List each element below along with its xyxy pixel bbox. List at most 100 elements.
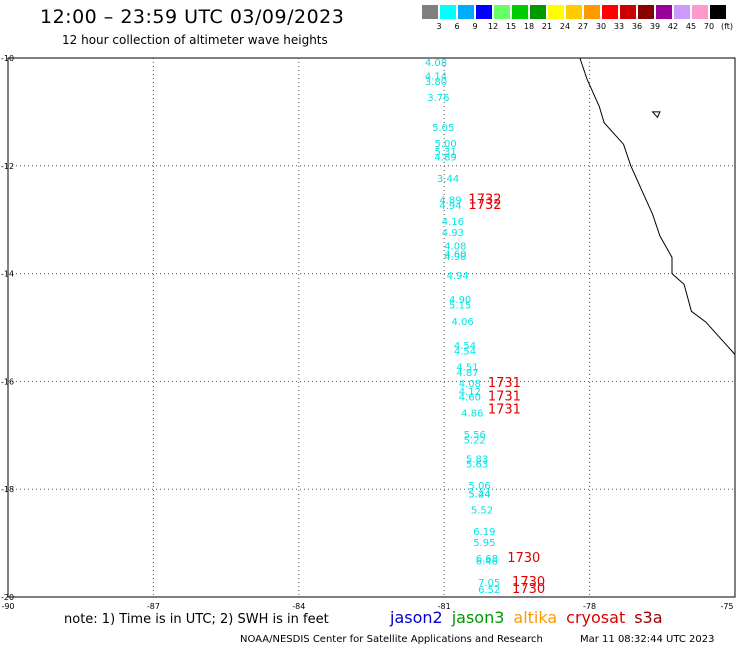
time-label: 1730 [507, 551, 540, 566]
colorbar-label: 12 [487, 22, 499, 31]
legend-entry-altika: altika [513, 608, 558, 627]
colorbar-swatch [458, 5, 474, 19]
time-label: 1730 [512, 582, 545, 597]
colorbar-label: 24 [559, 22, 571, 31]
time-label: 1731 [488, 389, 521, 404]
x-tick-label: -75 [720, 602, 733, 611]
colorbar-label: 6 [454, 22, 460, 31]
swh-label: 5.56 [464, 430, 486, 441]
colorbar-swatch [620, 5, 636, 19]
swh-label: 4.54 [454, 346, 476, 357]
swh-label: 5.63 [466, 460, 488, 471]
x-tick-label: -81 [438, 602, 451, 611]
swh-label: 4.12 [459, 387, 481, 398]
y-tick-label: -10 [1, 54, 14, 63]
colorbar-swatch [512, 5, 528, 19]
colorbar-label: (ft) [720, 22, 734, 31]
swh-label: 4.08 [459, 379, 481, 390]
legend-entry-jason2: jason2 [390, 608, 443, 627]
swh-label: 4.16 [442, 217, 464, 228]
swh-label: 6.52 [478, 585, 500, 596]
footer-note: note: 1) Time is in UTC; 2) SWH is in fe… [64, 612, 329, 627]
colorbar-swatch [674, 5, 690, 19]
x-tick-label: -84 [292, 602, 305, 611]
swh-label: 4.87 [456, 368, 478, 379]
swh-label: 5.95 [473, 538, 495, 549]
y-tick-label: -12 [1, 162, 14, 171]
swh-label: 5.83 [466, 454, 488, 465]
swh-label: 4.89 [439, 196, 461, 207]
colorbar-swatch [710, 5, 726, 19]
colorbar-label: 27 [577, 22, 589, 31]
swh-label: 4.60 [444, 249, 466, 260]
colorbar-swatch [530, 5, 546, 19]
colorbar-swatch [422, 5, 438, 19]
legend-entry-cryosat: cryosat [566, 608, 626, 627]
y-tick-label: -16 [1, 377, 14, 386]
swh-label: 4.93 [442, 228, 464, 239]
legend-entry-jason3: jason3 [451, 608, 505, 627]
swh-label: 5.24 [468, 489, 490, 500]
page-subtitle: 12 hour collection of altimeter wave hei… [62, 33, 328, 47]
colorbar-label: 15 [505, 22, 517, 31]
swh-label: 4.51 [456, 363, 478, 374]
satellite-legend: jason2 jason3 altika cryosat s3a [390, 608, 672, 627]
swh-label: 5.22 [464, 435, 486, 446]
y-tick-label: -18 [1, 485, 14, 494]
swh-label: 4.94 [439, 201, 461, 212]
time-label: 1731 [488, 376, 521, 391]
swh-label: 5.31 [435, 147, 457, 158]
swh-label: 4.14 [425, 72, 447, 83]
colorbar-label: 36 [631, 22, 643, 31]
colorbar-label: 42 [667, 22, 679, 31]
colorbar-swatch [494, 5, 510, 19]
swh-label: 3.80 [425, 77, 447, 88]
time-label: 1732 [468, 193, 501, 208]
swh-label: 6.68 [476, 554, 498, 565]
colorbar-swatch [476, 5, 492, 19]
legend-entry-s3a: s3a [634, 608, 663, 627]
swh-label: 4.89 [435, 152, 457, 163]
swh-label: 4.98 [444, 252, 466, 263]
swh-label: 4.08 [425, 58, 447, 69]
colorbar-label: 30 [595, 22, 607, 31]
swh-label: 5.00 [435, 139, 457, 150]
colorbar-swatch [440, 5, 456, 19]
swh-label: 4.90 [449, 295, 471, 306]
page-title: 12:00 – 23:59 UTC 03/09/2023 [40, 6, 345, 28]
swh-label: 4.54 [454, 341, 476, 352]
swh-label: 5.06 [468, 481, 490, 492]
swh-label: 4.60 [459, 392, 481, 403]
y-tick-label: -14 [1, 270, 14, 279]
colorbar-swatch [638, 5, 654, 19]
credit-date: Mar 11 08:32:44 UTC 2023 [580, 634, 715, 645]
colorbar-swatch [602, 5, 618, 19]
colorbar-swatch [584, 5, 600, 19]
swh-label: 5.05 [432, 123, 454, 134]
swh-label: 5.15 [449, 301, 471, 312]
colorbar-label: 3 [436, 22, 442, 31]
colorbar-swatch [566, 5, 582, 19]
time-label: 1730 [512, 575, 545, 590]
y-tick-label: -20 [1, 593, 14, 602]
colorbar-label: 39 [649, 22, 661, 31]
swh-label: 4.94 [447, 271, 469, 282]
x-tick-label: -78 [583, 602, 596, 611]
swh-label: 7.05 [478, 578, 500, 589]
swh-label: 4.06 [451, 317, 473, 328]
swh-label: 3.76 [427, 93, 449, 104]
swh-label: 5.44 [468, 489, 490, 500]
swh-label: 3.44 [437, 174, 459, 185]
x-tick-label: -90 [1, 602, 14, 611]
colorbar-label: 21 [541, 22, 553, 31]
colorbar-label: 18 [523, 22, 535, 31]
swh-label: 6.46 [476, 557, 498, 568]
colorbar-label: 33 [613, 22, 625, 31]
swh-label: 5.52 [471, 505, 493, 516]
colorbar-label: 70 [703, 22, 715, 31]
coastline [579, 57, 736, 355]
swh-label: 4.86 [461, 408, 483, 419]
island-outline [651, 111, 661, 119]
swh-label: 4.08 [444, 241, 466, 252]
